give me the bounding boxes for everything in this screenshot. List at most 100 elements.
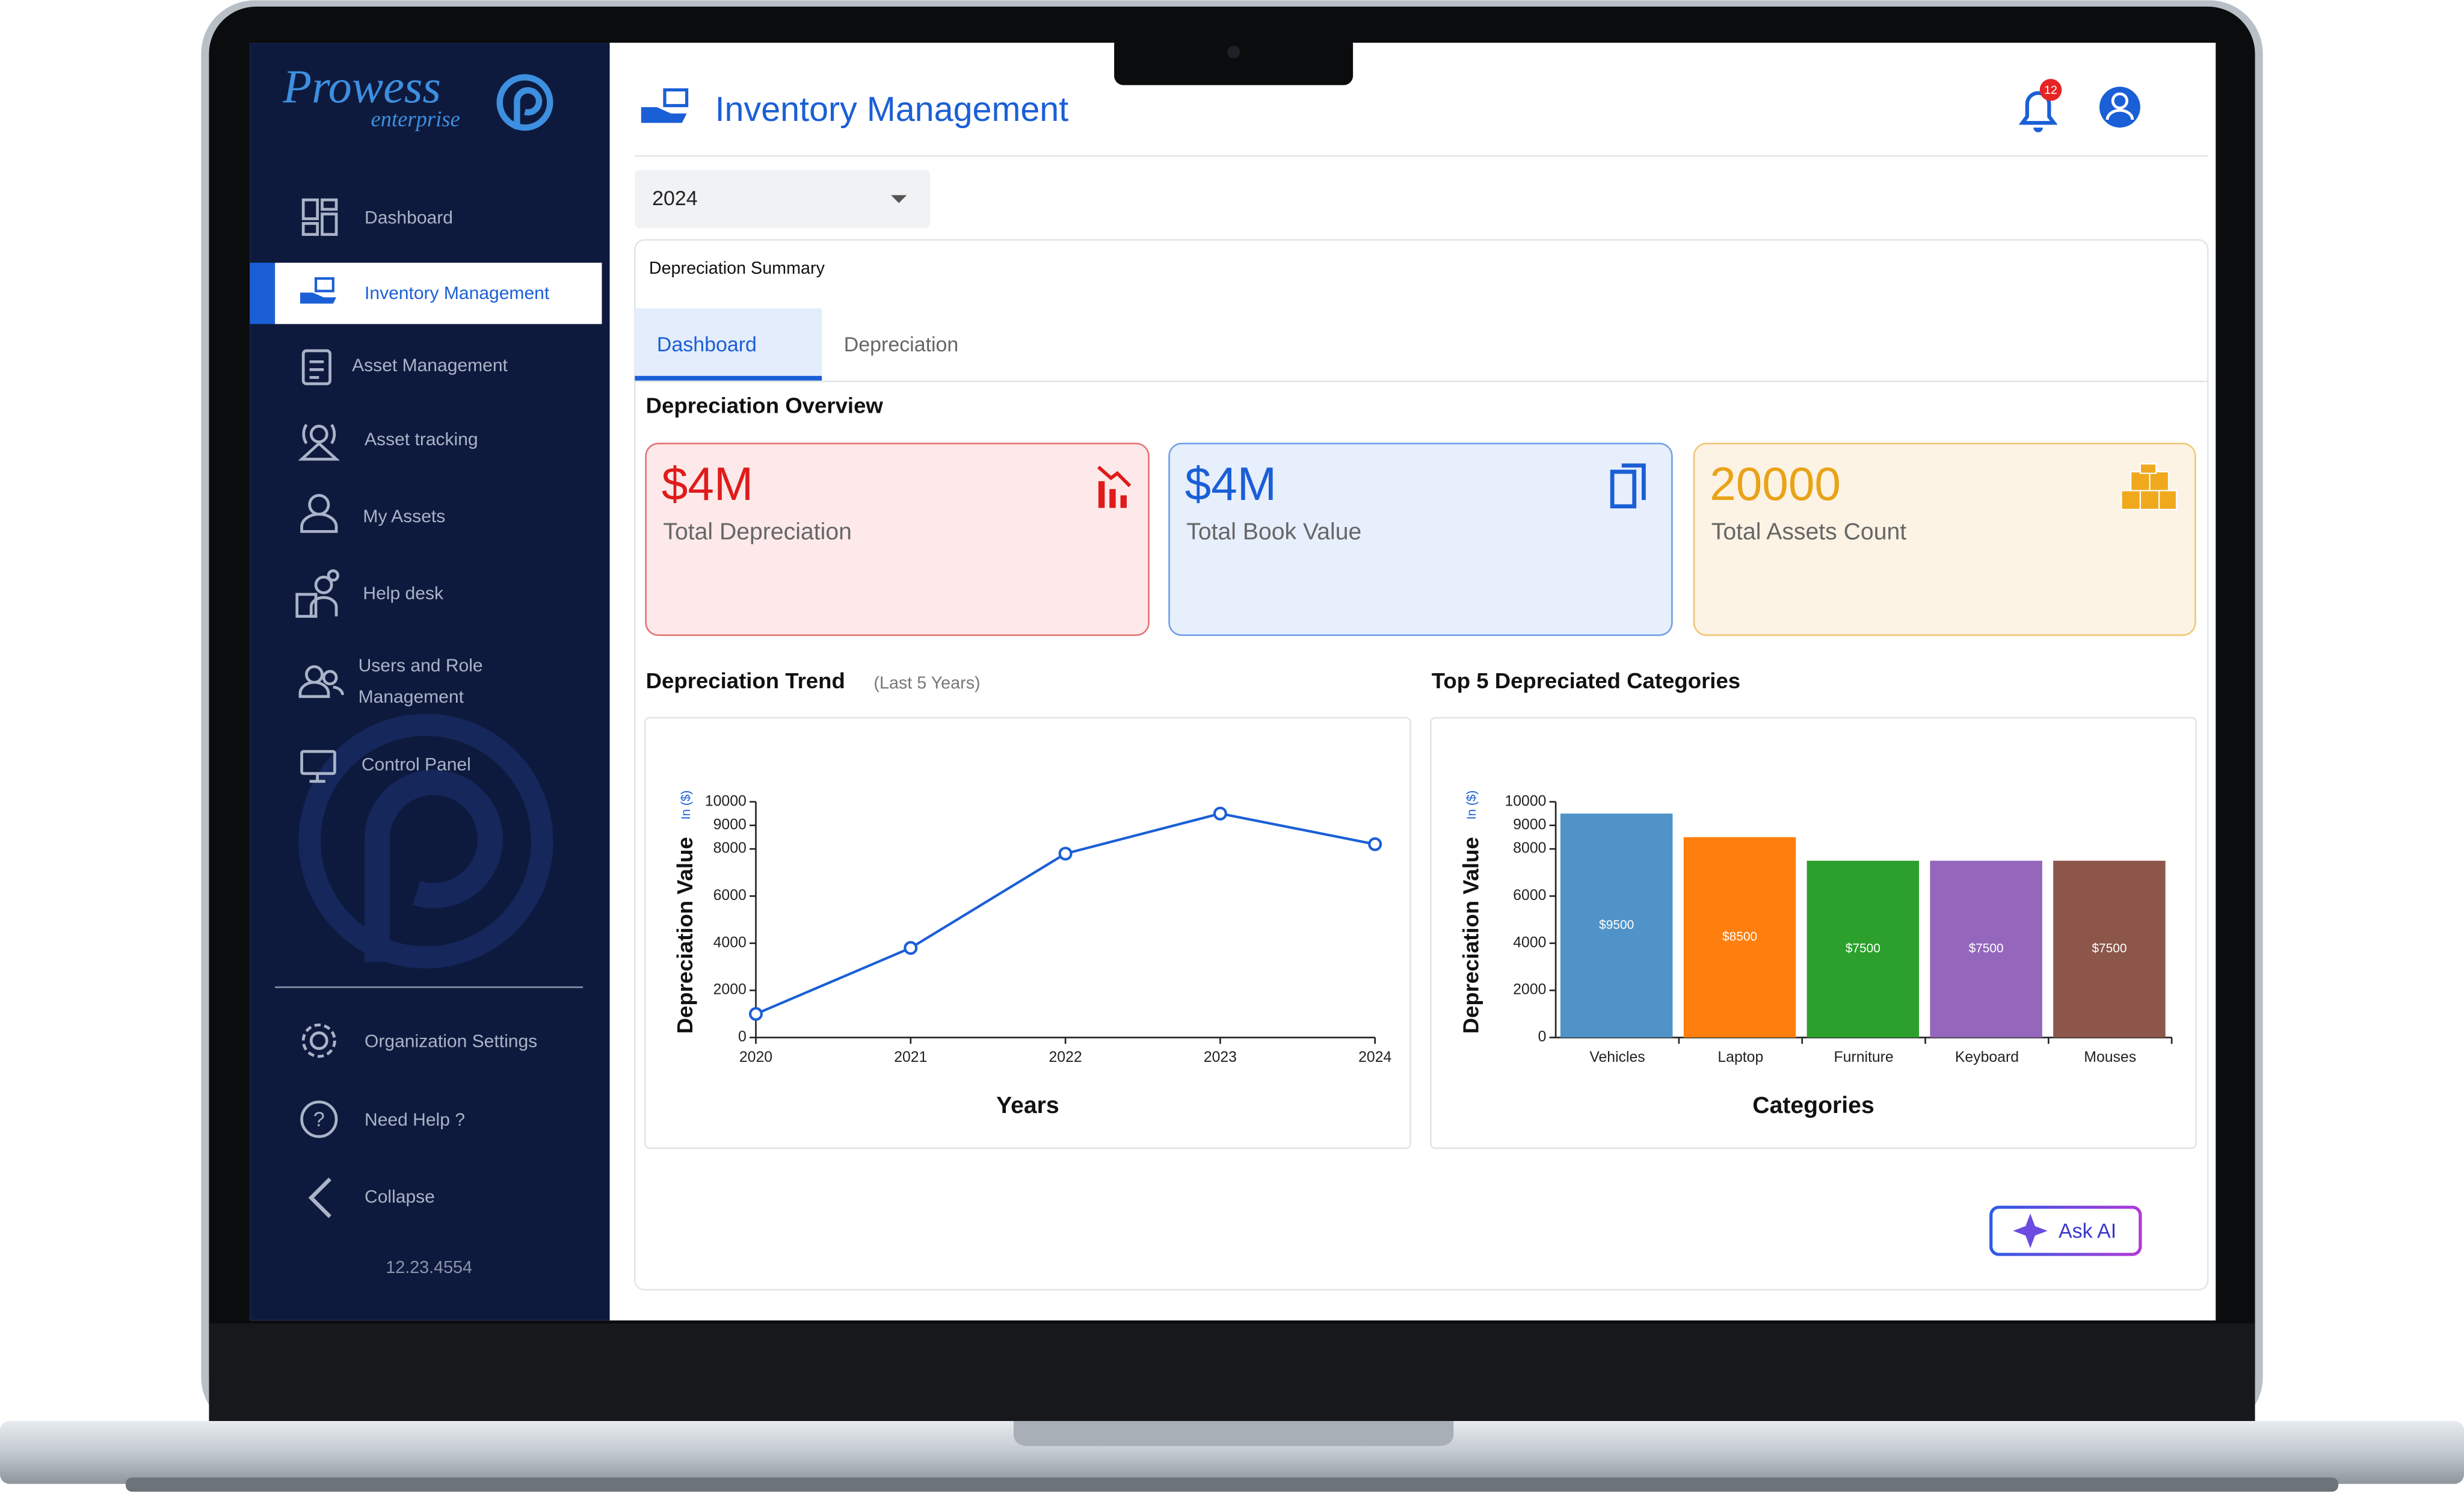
- x-tick-label: Mouses: [2084, 1049, 2136, 1065]
- svg-text:?: ?: [313, 1108, 325, 1131]
- y-tick-label: 4000: [713, 934, 747, 951]
- bar: [2053, 860, 2166, 1038]
- menu-label: Organization Settings: [365, 1031, 537, 1051]
- kpi-label: Total Assets Count: [1711, 519, 1907, 544]
- x-tick-label: 2020: [739, 1049, 772, 1065]
- version: 12.23.4554: [386, 1258, 472, 1277]
- x-axis-label: Years: [996, 1093, 1059, 1118]
- kpi-icon: [1097, 466, 1132, 508]
- menu-item[interactable]: ? Need Help ?: [300, 1100, 465, 1138]
- bar: [1930, 860, 2042, 1038]
- base-foot: [125, 1478, 2339, 1492]
- ask-ai-label: Ask AI: [2059, 1219, 2116, 1242]
- y-tick-label: 10000: [705, 793, 747, 809]
- y-tick-label: 0: [738, 1029, 747, 1045]
- bar-value-label: $8500: [1722, 930, 1757, 944]
- chart-subtitle: (Last 5 Years): [873, 673, 980, 692]
- kpi-value: $4M: [662, 457, 753, 510]
- kpi-card: [1168, 442, 1673, 637]
- menu-item[interactable]: Collapse: [308, 1177, 435, 1218]
- data-point: [1213, 806, 1227, 821]
- data-point: [904, 941, 918, 955]
- header-icon: [641, 88, 689, 123]
- y-tick-label: 4000: [1513, 934, 1546, 951]
- notification-bell[interactable]: 12: [2018, 79, 2062, 132]
- chart-box: [644, 717, 1411, 1150]
- kpi-icon: [2121, 463, 2178, 510]
- section-title: Depreciation Overview: [646, 393, 884, 418]
- x-tick-label: 2023: [1204, 1049, 1237, 1065]
- y-tick-label: 9000: [1513, 816, 1546, 833]
- menu-item[interactable]: Asset Management: [301, 349, 508, 386]
- y-tick-label: 2000: [1513, 982, 1546, 998]
- bar-value-label: $9500: [1599, 918, 1634, 932]
- data-point: [1368, 837, 1382, 851]
- camera-notch: [1114, 34, 1354, 85]
- menu-label: Dashboard: [365, 208, 453, 228]
- y-tick-label: 10000: [1505, 793, 1546, 809]
- menu-label: Inventory Management: [365, 283, 550, 303]
- x-tick-label: Vehicles: [1589, 1049, 1645, 1065]
- year-dropdown[interactable]: 2024: [635, 170, 931, 229]
- base-notch: [1013, 1420, 1454, 1446]
- menu-label: Control Panel: [362, 755, 471, 775]
- camera: [1227, 46, 1240, 59]
- year-value: 2024: [652, 187, 698, 210]
- bar: [1560, 813, 1673, 1038]
- menu-label: Asset tracking: [365, 430, 478, 449]
- kpi-label: Total Book Value: [1186, 519, 1361, 544]
- y-tick-label: 8000: [713, 840, 747, 857]
- data-point: [1058, 846, 1073, 861]
- data-point: [748, 1006, 763, 1021]
- logo: Prowess: [282, 60, 441, 113]
- ask-ai-button[interactable]: Ask AI: [1989, 1206, 2142, 1256]
- charts: 0 2000 4000 6000 8000 9000 10000 Depreciation V…: [673, 791, 2173, 1118]
- tab[interactable]: Depreciation: [844, 333, 959, 356]
- x-tick-label: Keyboard: [1955, 1049, 2019, 1065]
- menu-label: Asset Management: [352, 356, 508, 375]
- tab[interactable]: Dashboard: [657, 333, 757, 356]
- sidebar-watermark: [298, 714, 553, 969]
- chart-title: Top 5 Depreciated Categories: [1432, 668, 1740, 693]
- menu-label: My Assets: [363, 507, 445, 526]
- menu-item[interactable]: Asset tracking: [298, 424, 478, 461]
- menu-item[interactable]: Organization Settings: [301, 1023, 537, 1058]
- x-tick-label: 2021: [894, 1049, 927, 1065]
- x-tick-label: 2022: [1049, 1049, 1082, 1065]
- bar-value-label: $7500: [1969, 942, 2004, 955]
- kpi-label: Total Depreciation: [663, 519, 852, 544]
- y-tick-label: 6000: [1513, 887, 1546, 904]
- menu-label: Collapse: [365, 1187, 435, 1207]
- kpi-value: $4M: [1185, 457, 1277, 510]
- panel-title: Depreciation Summary: [649, 259, 825, 278]
- y-tick-label: 6000: [713, 887, 747, 904]
- logo-mark: [496, 74, 553, 131]
- menu-item[interactable]: Users and Role Management: [298, 651, 531, 720]
- chin: [209, 1324, 2255, 1425]
- user-avatar[interactable]: [2099, 87, 2140, 128]
- menu-item[interactable]: Control Panel: [300, 750, 471, 783]
- menu-label-box: Users and Role Management: [358, 657, 483, 707]
- menu-item-active[interactable]: Inventory Management: [250, 262, 602, 324]
- y-axis-label: Depreciation Value: [1458, 837, 1483, 1034]
- kpi-icon: [1610, 463, 1646, 509]
- menu-label: Users and Role Management: [358, 657, 483, 707]
- menu-label: Need Help ?: [365, 1110, 465, 1130]
- laptop-base: [0, 1420, 2464, 1484]
- y-tick-label: 8000: [1513, 840, 1546, 857]
- y-axis-unit: In ($): [679, 791, 693, 820]
- bar-value-label: $7500: [2092, 942, 2127, 955]
- tab-active[interactable]: [635, 308, 822, 381]
- kpi-card: [1693, 442, 2196, 637]
- bar: [1683, 837, 1796, 1038]
- bar-value-label: $7500: [1846, 942, 1880, 955]
- menu-item[interactable]: Dashboard: [301, 198, 453, 236]
- menu-item[interactable]: My Assets: [300, 493, 446, 533]
- menu-item[interactable]: Help desk: [295, 569, 444, 618]
- y-axis-label: Depreciation Value: [673, 837, 697, 1034]
- y-tick-label: 2000: [713, 982, 747, 998]
- notification-count: 12: [2044, 84, 2057, 97]
- y-axis-unit: In ($): [1465, 791, 1479, 820]
